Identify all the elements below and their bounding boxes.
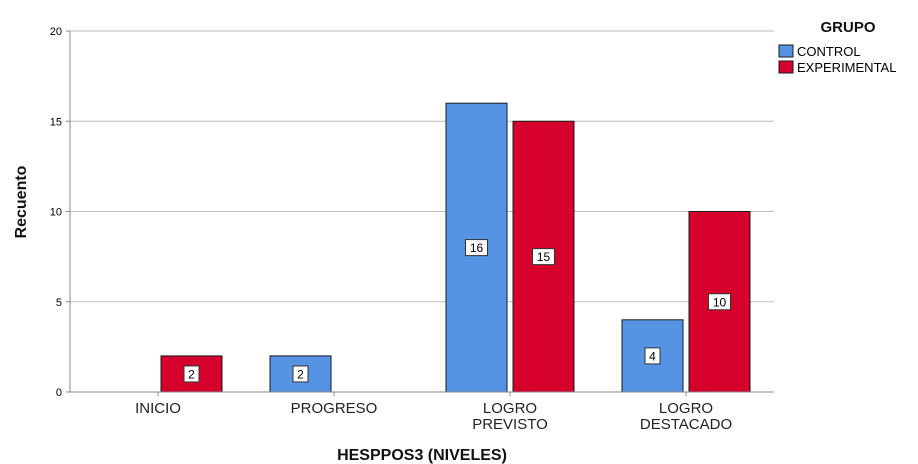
- x-category-label: LOGRO: [483, 400, 537, 417]
- data-label: 10: [713, 295, 727, 309]
- y-tick-label: 5: [56, 297, 62, 309]
- x-axis-title: HESPPOS3 (NIVELES): [337, 447, 507, 464]
- x-axis-categories: INICIO PROGRESO LOGROPREVISTOLOGRODESTACAD…: [135, 392, 732, 433]
- data-label: 16: [470, 241, 484, 255]
- data-label: 4: [649, 349, 656, 363]
- x-category-label: LOGRO: [659, 400, 713, 417]
- y-axis-ticks: 0 5 10 15 20: [50, 26, 70, 399]
- bars: [160, 102, 751, 393]
- legend-swatch: [778, 60, 794, 74]
- y-tick-label: 10: [50, 207, 62, 219]
- grid-lines: [70, 30, 774, 303]
- x-category-label: INICIO: [135, 400, 181, 417]
- bar: [160, 355, 223, 393]
- y-tick-label: 15: [50, 116, 62, 128]
- x-category-label: PREVISTO: [472, 416, 548, 433]
- x-category-label: PROGRESO: [291, 400, 378, 417]
- data-label: 15: [537, 250, 551, 264]
- data-label: 2: [297, 367, 304, 381]
- y-axis-title: Recuento: [13, 165, 30, 238]
- legend-label: EXPERIMENTAL: [797, 60, 896, 75]
- data-labels: 2 2 16 15 4 10: [183, 239, 731, 383]
- data-label-box: [708, 293, 731, 311]
- legend-title: GRUPO: [820, 19, 875, 36]
- data-label-box: [183, 365, 200, 383]
- data-label: 2: [188, 367, 195, 381]
- x-category-label: DESTACADO: [640, 416, 732, 433]
- data-label-box: [532, 248, 555, 266]
- data-label-box: [465, 239, 488, 257]
- legend-label: CONTROL: [797, 44, 861, 59]
- legend-swatch: [778, 44, 794, 58]
- y-tick-label: 20: [50, 26, 62, 38]
- y-tick-label: 0: [56, 387, 62, 399]
- data-label-box: [644, 347, 661, 365]
- data-label-box: [292, 365, 309, 383]
